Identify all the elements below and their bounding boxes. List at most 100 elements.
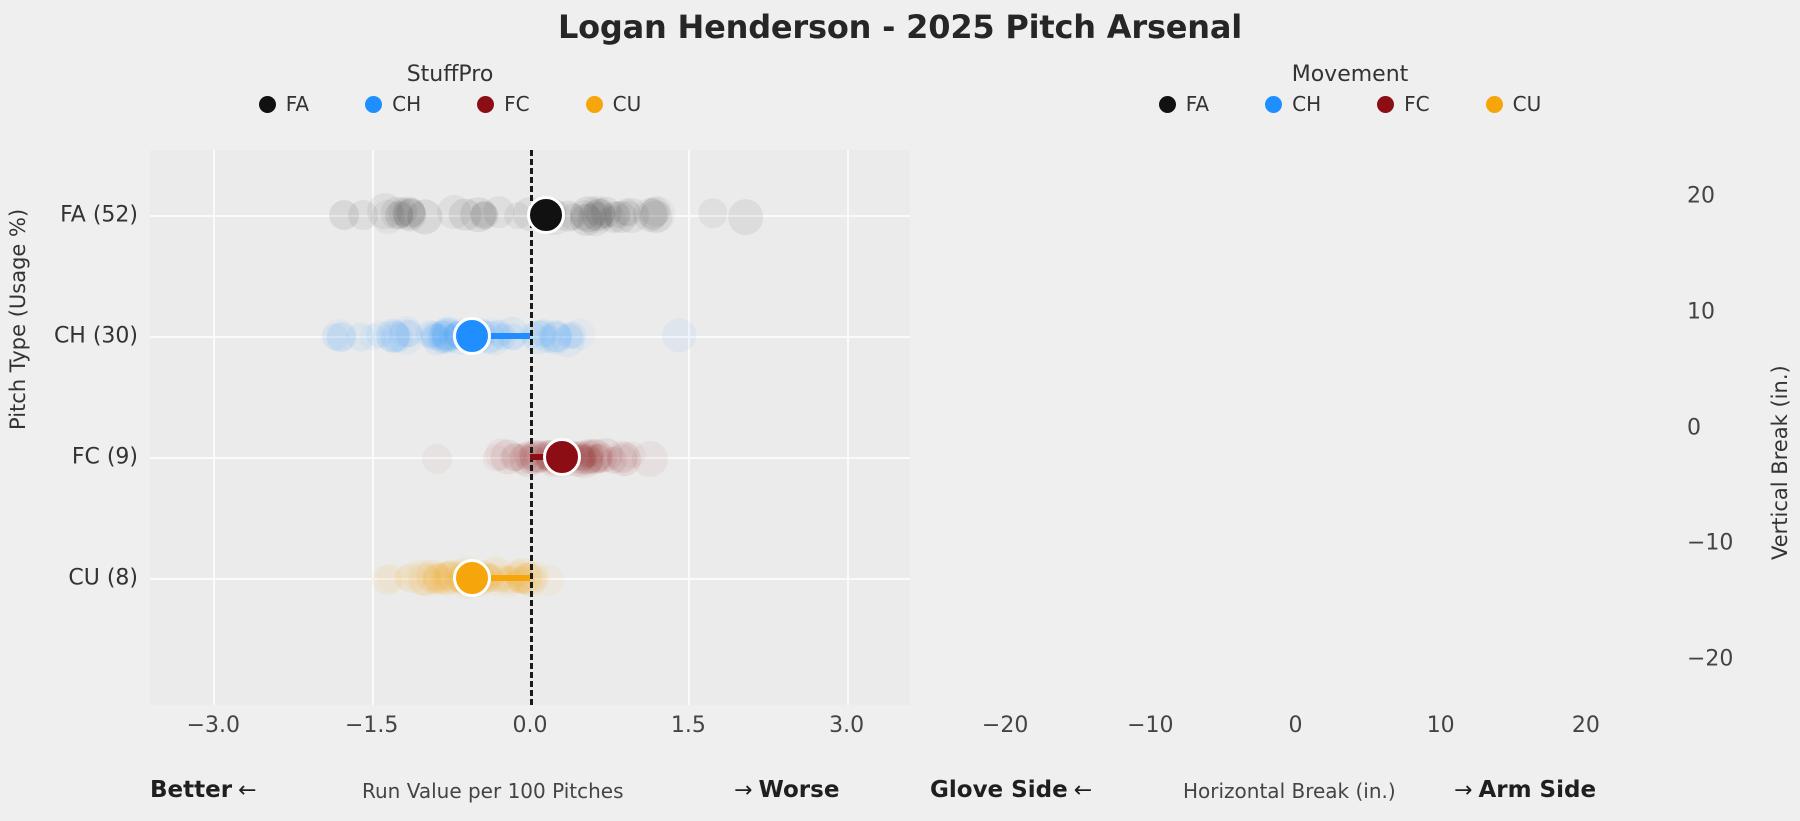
movement-ytick: 10 <box>1687 299 1715 325</box>
stuffpro-cloud-point <box>606 440 639 473</box>
movement-xtick: 0 <box>1288 713 1303 738</box>
legend-item-cu[interactable]: CU <box>585 92 641 116</box>
stuffpro-cloud-point <box>570 196 606 233</box>
stuffpro-gridline <box>688 150 691 705</box>
stuffpro-cloud-point <box>490 439 526 475</box>
legend-item-fa[interactable]: FA <box>258 92 309 116</box>
stuffpro-cloud-point <box>576 201 613 237</box>
movement-panel: Movement FA CH FC CU <box>900 0 1800 821</box>
stuffpro-xtick: 0.0 <box>512 713 548 738</box>
stuffpro-cloud-point <box>727 199 764 236</box>
stuffpro-cloud-point <box>534 325 562 353</box>
movement-ytick: −10 <box>1687 530 1734 556</box>
stuffpro-stem-ch <box>471 333 530 339</box>
legend-dot-cu-icon <box>1485 95 1503 113</box>
legend-label-cu: CU <box>1512 92 1542 116</box>
stuffpro-cloud-point <box>420 323 449 351</box>
stuffpro-cloud-point <box>460 196 497 233</box>
legend-item-fc[interactable]: FC <box>477 92 530 116</box>
stuffpro-cloud-point <box>422 562 455 595</box>
stuffpro-cloud-point <box>584 444 614 473</box>
movement-legend-title: Movement <box>1291 62 1409 87</box>
legend-dot-fc-icon <box>477 95 495 113</box>
stuffpro-cloud-point <box>394 320 422 348</box>
movement-y-axis-title: Vertical Break (in.) <box>1768 365 1792 560</box>
stuffpro-x-axis-center-title: Run Value per 100 Pitches <box>362 779 624 803</box>
stuffpro-xlabel-center: Run Value per 100 Pitches <box>362 779 624 803</box>
stuffpro-cloud-point <box>569 200 600 230</box>
stuffpro-cloud-point <box>539 321 573 355</box>
movement-xtick: −10 <box>1127 713 1174 738</box>
stuffpro-cloud-point <box>591 196 622 228</box>
legend-label-ch: CH <box>1292 92 1322 116</box>
stuffpro-marker-cu[interactable] <box>452 559 491 597</box>
stuffpro-cloud-point <box>502 443 531 472</box>
movement-right-arrow-icon: → <box>1454 778 1473 803</box>
stuffpro-cloud-point <box>559 321 587 349</box>
stuffpro-cloud-point <box>538 319 572 353</box>
movement-xtick: 20 <box>1571 713 1600 738</box>
stuffpro-cloud-point <box>392 196 426 230</box>
page-title: Logan Henderson - 2025 Pitch Arsenal <box>557 8 1243 46</box>
stuffpro-cloud-point <box>492 565 525 598</box>
legend-label-ch: CH <box>392 92 422 116</box>
movement-ytick: 20 <box>1687 183 1715 209</box>
stuffpro-cloud-point <box>470 200 498 228</box>
stuffpro-left-arrow-icon: ← <box>238 778 257 803</box>
legend-item-fa-movement[interactable]: FA <box>1158 92 1210 116</box>
stuffpro-right-arrow-icon: → <box>734 778 753 803</box>
stuffpro-cloud-point <box>367 193 403 229</box>
stuffpro-cloud-point <box>541 320 573 353</box>
movement-glove-side-label: Glove Side <box>930 777 1068 803</box>
stuffpro-marker-fa[interactable] <box>526 196 565 234</box>
stuffpro-cloud-point <box>422 444 452 474</box>
legend-item-ch[interactable]: CH <box>365 92 421 116</box>
stuffpro-xtick: −3.0 <box>186 713 241 738</box>
stuffpro-cloud-point <box>359 323 387 351</box>
stuffpro-cloud-point <box>380 196 414 230</box>
stuffpro-cloud-point <box>500 443 528 472</box>
stuffpro-cloud-point <box>612 198 641 227</box>
stuffpro-cloud-point <box>607 442 642 477</box>
stuffpro-cloud-point <box>471 202 498 229</box>
stuffpro-cloud-point <box>385 200 414 229</box>
stuffpro-cloud-point <box>602 201 631 229</box>
stuffpro-marker-fc[interactable] <box>542 438 581 476</box>
stuffpro-cloud-point <box>406 199 443 235</box>
movement-xtick: 10 <box>1426 713 1455 738</box>
stuffpro-cloud-point <box>393 198 427 232</box>
stuffpro-stem-cu <box>471 575 530 581</box>
stuffpro-worse-group: → Worse <box>728 777 839 803</box>
legend-label-fa: FA <box>1185 92 1210 116</box>
stuffpro-cloud-point <box>448 198 482 231</box>
stuffpro-cloud-point <box>346 323 376 352</box>
legend-item-ch-movement[interactable]: CH <box>1265 92 1321 116</box>
stuffpro-category-fc: FC (9) <box>71 444 138 470</box>
stuffpro-cloud-point <box>376 320 410 353</box>
stuffpro-cloud-point <box>640 196 671 228</box>
stuffpro-legend-title: StuffPro <box>406 62 494 87</box>
stuffpro-cloud-point <box>698 198 728 228</box>
stuffpro-xtick: 1.5 <box>670 713 706 738</box>
stuffpro-cloud-point <box>420 320 448 349</box>
legend-item-fc-movement[interactable]: FC <box>1377 92 1430 116</box>
stuffpro-cloud-point <box>421 323 453 355</box>
stuffpro-marker-ch[interactable] <box>452 317 491 355</box>
stuffpro-panel: StuffPro FA CH FC CU <box>150 62 910 705</box>
stuffpro-cloud-point <box>388 197 418 227</box>
stuffpro-cloud-point <box>485 438 517 470</box>
stuffpro-cloud-point <box>615 200 642 227</box>
legend-dot-ch-icon <box>1265 95 1283 113</box>
stuffpro-category-fa: FA (52) <box>60 202 138 228</box>
stuffpro-cloud-point <box>662 318 696 352</box>
stuffpro-cloud-point <box>423 564 452 594</box>
stuffpro-xtick: −1.5 <box>344 713 399 738</box>
stuffpro-cloud-point <box>639 200 673 234</box>
stuffpro-cloud-point <box>600 446 627 474</box>
stuffpro-cloud-point <box>579 195 615 231</box>
legend-label-fc: FC <box>1404 92 1430 116</box>
legend-item-cu-movement[interactable]: CU <box>1485 92 1542 116</box>
legend-dot-fa-icon <box>258 95 276 113</box>
stuffpro-cloud-point <box>329 199 360 230</box>
stuffpro-cloud-point <box>583 198 612 227</box>
